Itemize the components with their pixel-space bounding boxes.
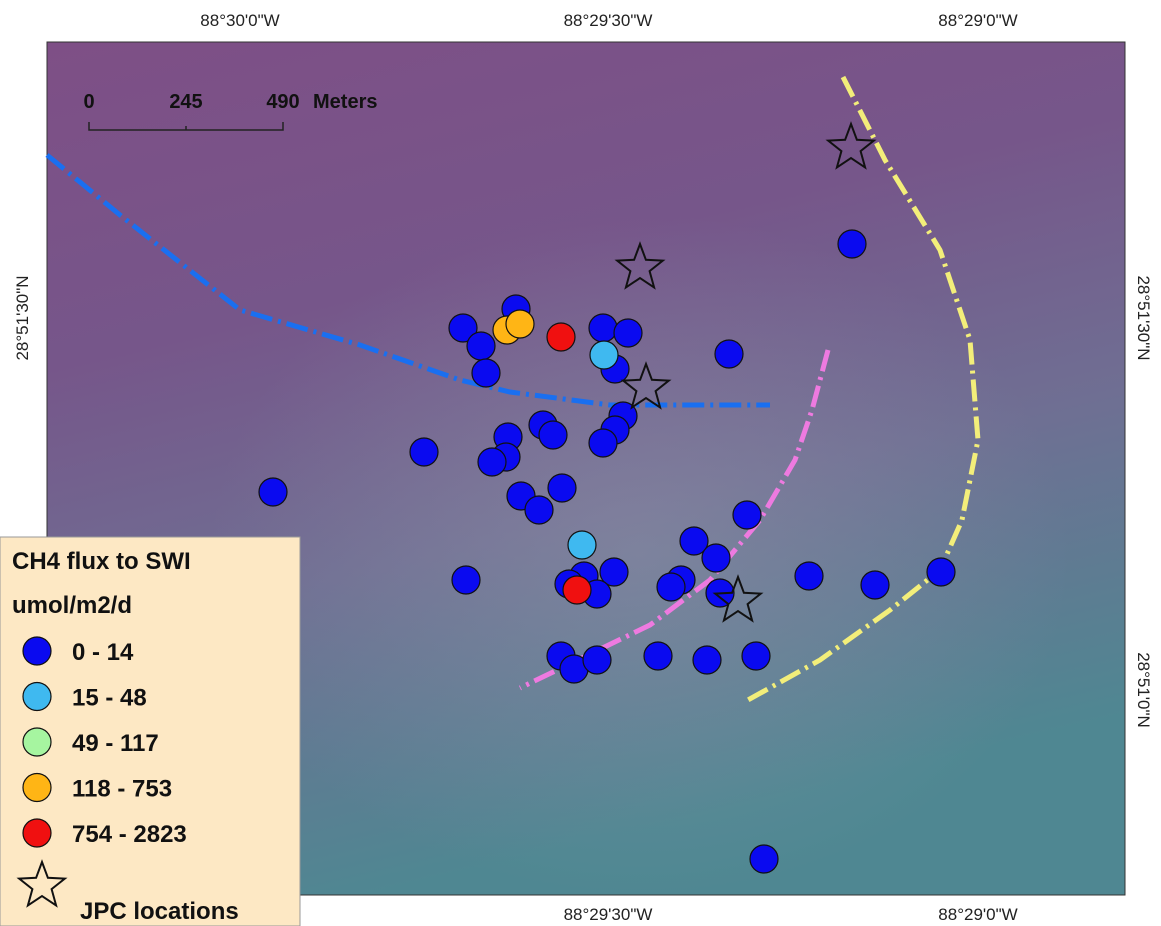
lon-label: 88°29'0"W [938, 905, 1017, 924]
legend-label: 0 - 14 [72, 639, 134, 666]
sample-point [838, 230, 866, 258]
sample-point [563, 576, 591, 604]
lon-label: 88°29'30"W [564, 905, 653, 924]
legend-label: 15 - 48 [72, 685, 147, 712]
sample-point [472, 359, 500, 387]
sample-point [410, 438, 438, 466]
legend-swatch [23, 728, 51, 756]
sample-point [583, 646, 611, 674]
sample-point [525, 496, 553, 524]
lon-label: 88°30'0"W [200, 11, 279, 30]
sample-point [715, 340, 743, 368]
sample-point [539, 421, 567, 449]
sample-point [452, 566, 480, 594]
sample-point [742, 642, 770, 670]
sample-point [693, 646, 721, 674]
sample-point [547, 323, 575, 351]
lat-label: 28°51'30"N [13, 275, 32, 360]
legend-swatch [23, 637, 51, 665]
sample-point [702, 544, 730, 572]
legend-label: 754 - 2823 [72, 821, 187, 848]
legend-swatch [23, 774, 51, 802]
sample-point [795, 562, 823, 590]
legend-label: 49 - 117 [72, 730, 159, 757]
scale-label: 490 [266, 91, 299, 113]
sample-point [861, 571, 889, 599]
sample-point [467, 332, 495, 360]
legend-jpc-label: JPC locations [80, 898, 239, 925]
legend-swatch [23, 819, 51, 847]
sample-point [657, 573, 685, 601]
sample-point [589, 429, 617, 457]
sample-point [478, 448, 506, 476]
scale-label: 245 [169, 91, 202, 113]
sample-point [548, 474, 576, 502]
sample-point [927, 558, 955, 586]
legend-swatch [23, 683, 51, 711]
legend-title: CH4 flux to SWI [12, 548, 191, 575]
sample-point [750, 845, 778, 873]
legend-label: 118 - 753 [72, 776, 172, 803]
lat-label: 28°51'30"N [1134, 275, 1153, 360]
lon-label: 88°29'30"W [564, 11, 653, 30]
lat-label: 28°51'0"N [1134, 652, 1153, 728]
map: 88°30'0"W 88°29'30"W 88°29'0"W 88°29'30"… [0, 0, 1161, 926]
scale-label: 0 [83, 91, 94, 113]
lon-label: 88°29'0"W [938, 11, 1017, 30]
legend-title: umol/m2/d [12, 592, 132, 619]
sample-point [259, 478, 287, 506]
sample-point [568, 531, 596, 559]
legend: CH4 flux to SWI umol/m2/d 0 - 14 15 - 48 4… [0, 537, 300, 926]
sample-point [733, 501, 761, 529]
sample-point [506, 310, 534, 338]
scale-unit: Meters [313, 91, 377, 113]
sample-point [614, 319, 642, 347]
sample-point [590, 341, 618, 369]
sample-point [589, 314, 617, 342]
sample-point [644, 642, 672, 670]
